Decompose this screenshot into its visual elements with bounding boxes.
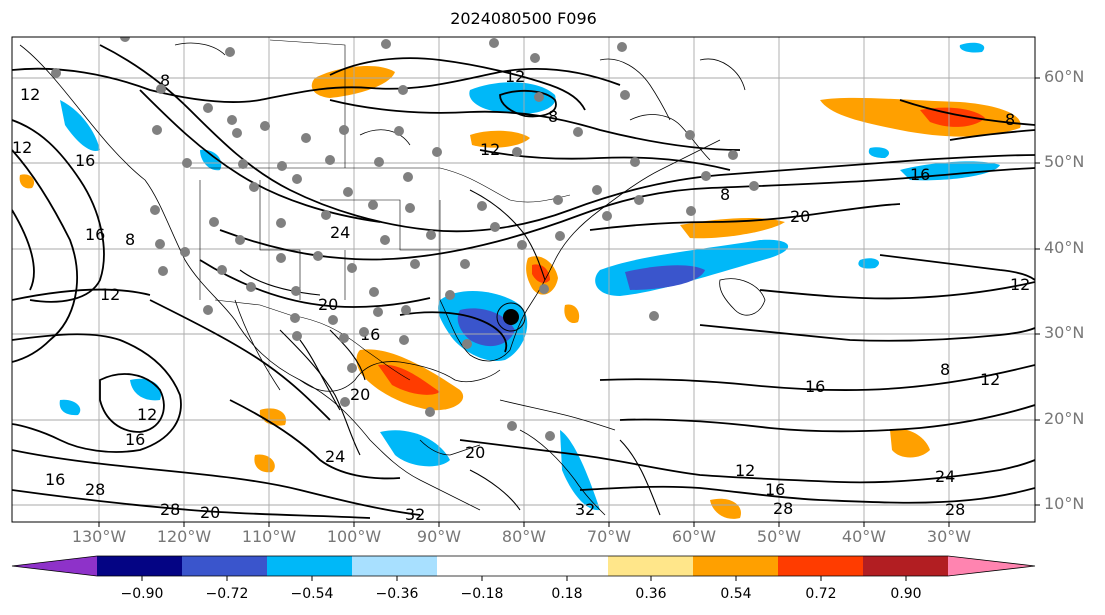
lon-label: 50°W [756,527,802,546]
contour-label: 8 [940,360,950,379]
contour-label: 12 [735,461,755,480]
lat-label: 40°N [1044,238,1085,257]
contour-label: 16 [765,480,785,499]
lon-label: 80°W [501,527,547,546]
lon-label: 130°W [71,527,127,546]
contour-label: 12 [1010,275,1030,294]
lat-label: 60°N [1044,67,1085,86]
contour-label-group: 8 12 12 8 12 8 16 16 20 20 24 20 8 12 16… [12,67,1030,524]
lon-label: 110°W [241,527,297,546]
contour-label: 20 [350,385,370,404]
contour-lines [12,44,1035,519]
contour-label: 12 [100,285,120,304]
contour-label: 32 [575,500,595,519]
contour-label: 8 [160,71,170,90]
coastlines [19,42,766,516]
colorbar-tick-label: 0.72 [805,586,837,602]
contour-label: 28 [945,500,965,519]
contour-label: 8 [125,230,135,249]
contour-label: 16 [85,225,105,244]
contour-label: 32 [405,505,425,524]
contour-label: 24 [935,467,955,486]
colorbar-tick-label: 0.18 [551,586,583,602]
lon-label: 40°W [841,527,887,546]
contour-label: 12 [20,85,40,104]
colorbar-tick-label: −0.36 [375,586,419,602]
contour-label: 12 [980,370,1000,389]
contour-label: 8 [720,185,730,204]
lon-label: 120°W [156,527,212,546]
colorbar-tick-label: −0.90 [120,586,164,602]
colorbar-tick-label: −0.18 [460,586,504,602]
contour-label: 20 [318,295,338,314]
lon-label: 60°W [671,527,717,546]
lon-label: 90°W [416,527,462,546]
colorbar-extend-low [12,556,97,576]
contour-label: 20 [465,443,485,462]
contour-label: 16 [125,430,145,449]
colorbar-tick-label: −0.72 [205,586,249,602]
colorbar-tick-label: 0.90 [890,586,922,602]
contour-label: 8 [548,107,558,126]
contour-label: 28 [773,499,793,518]
lat-label: 50°N [1044,152,1085,171]
contour-label: 16 [910,165,930,184]
colorbar [11,555,1036,581]
contour-label: 12 [137,405,157,424]
contour-label: 28 [160,500,180,519]
colorbar-tick-label: 0.36 [635,586,667,602]
colorbar-tick-label: 0.54 [720,586,752,602]
axis-ticks [98,77,1040,527]
lon-label: 100°W [326,527,382,546]
contour-label: 28 [85,480,105,499]
lat-label: 20°N [1044,409,1085,428]
colorbar-extend-high [948,556,1035,576]
figure-title: 2024080500 F096 [450,9,597,28]
contour-label: 12 [505,67,525,86]
lat-label: 30°N [1044,323,1085,342]
contour-lines-thin [239,189,661,516]
lat-label: 10°N [1044,494,1085,513]
contour-label: 16 [75,151,95,170]
contour-label: 12 [480,140,500,159]
station-markers [51,37,759,441]
contour-label: 20 [200,503,220,522]
contour-label: 16 [805,377,825,396]
lon-label: 70°W [586,527,632,546]
lon-label: 30°W [926,527,972,546]
contour-label: 20 [790,207,810,226]
contour-label: 12 [12,138,32,157]
contour-label: 8 [1005,110,1015,129]
colorbar-tick-label: −0.54 [290,586,334,602]
contour-label: 16 [45,470,65,489]
hurricane-center-marker [496,302,526,332]
contour-label: 24 [330,223,350,242]
contour-label: 24 [325,447,345,466]
